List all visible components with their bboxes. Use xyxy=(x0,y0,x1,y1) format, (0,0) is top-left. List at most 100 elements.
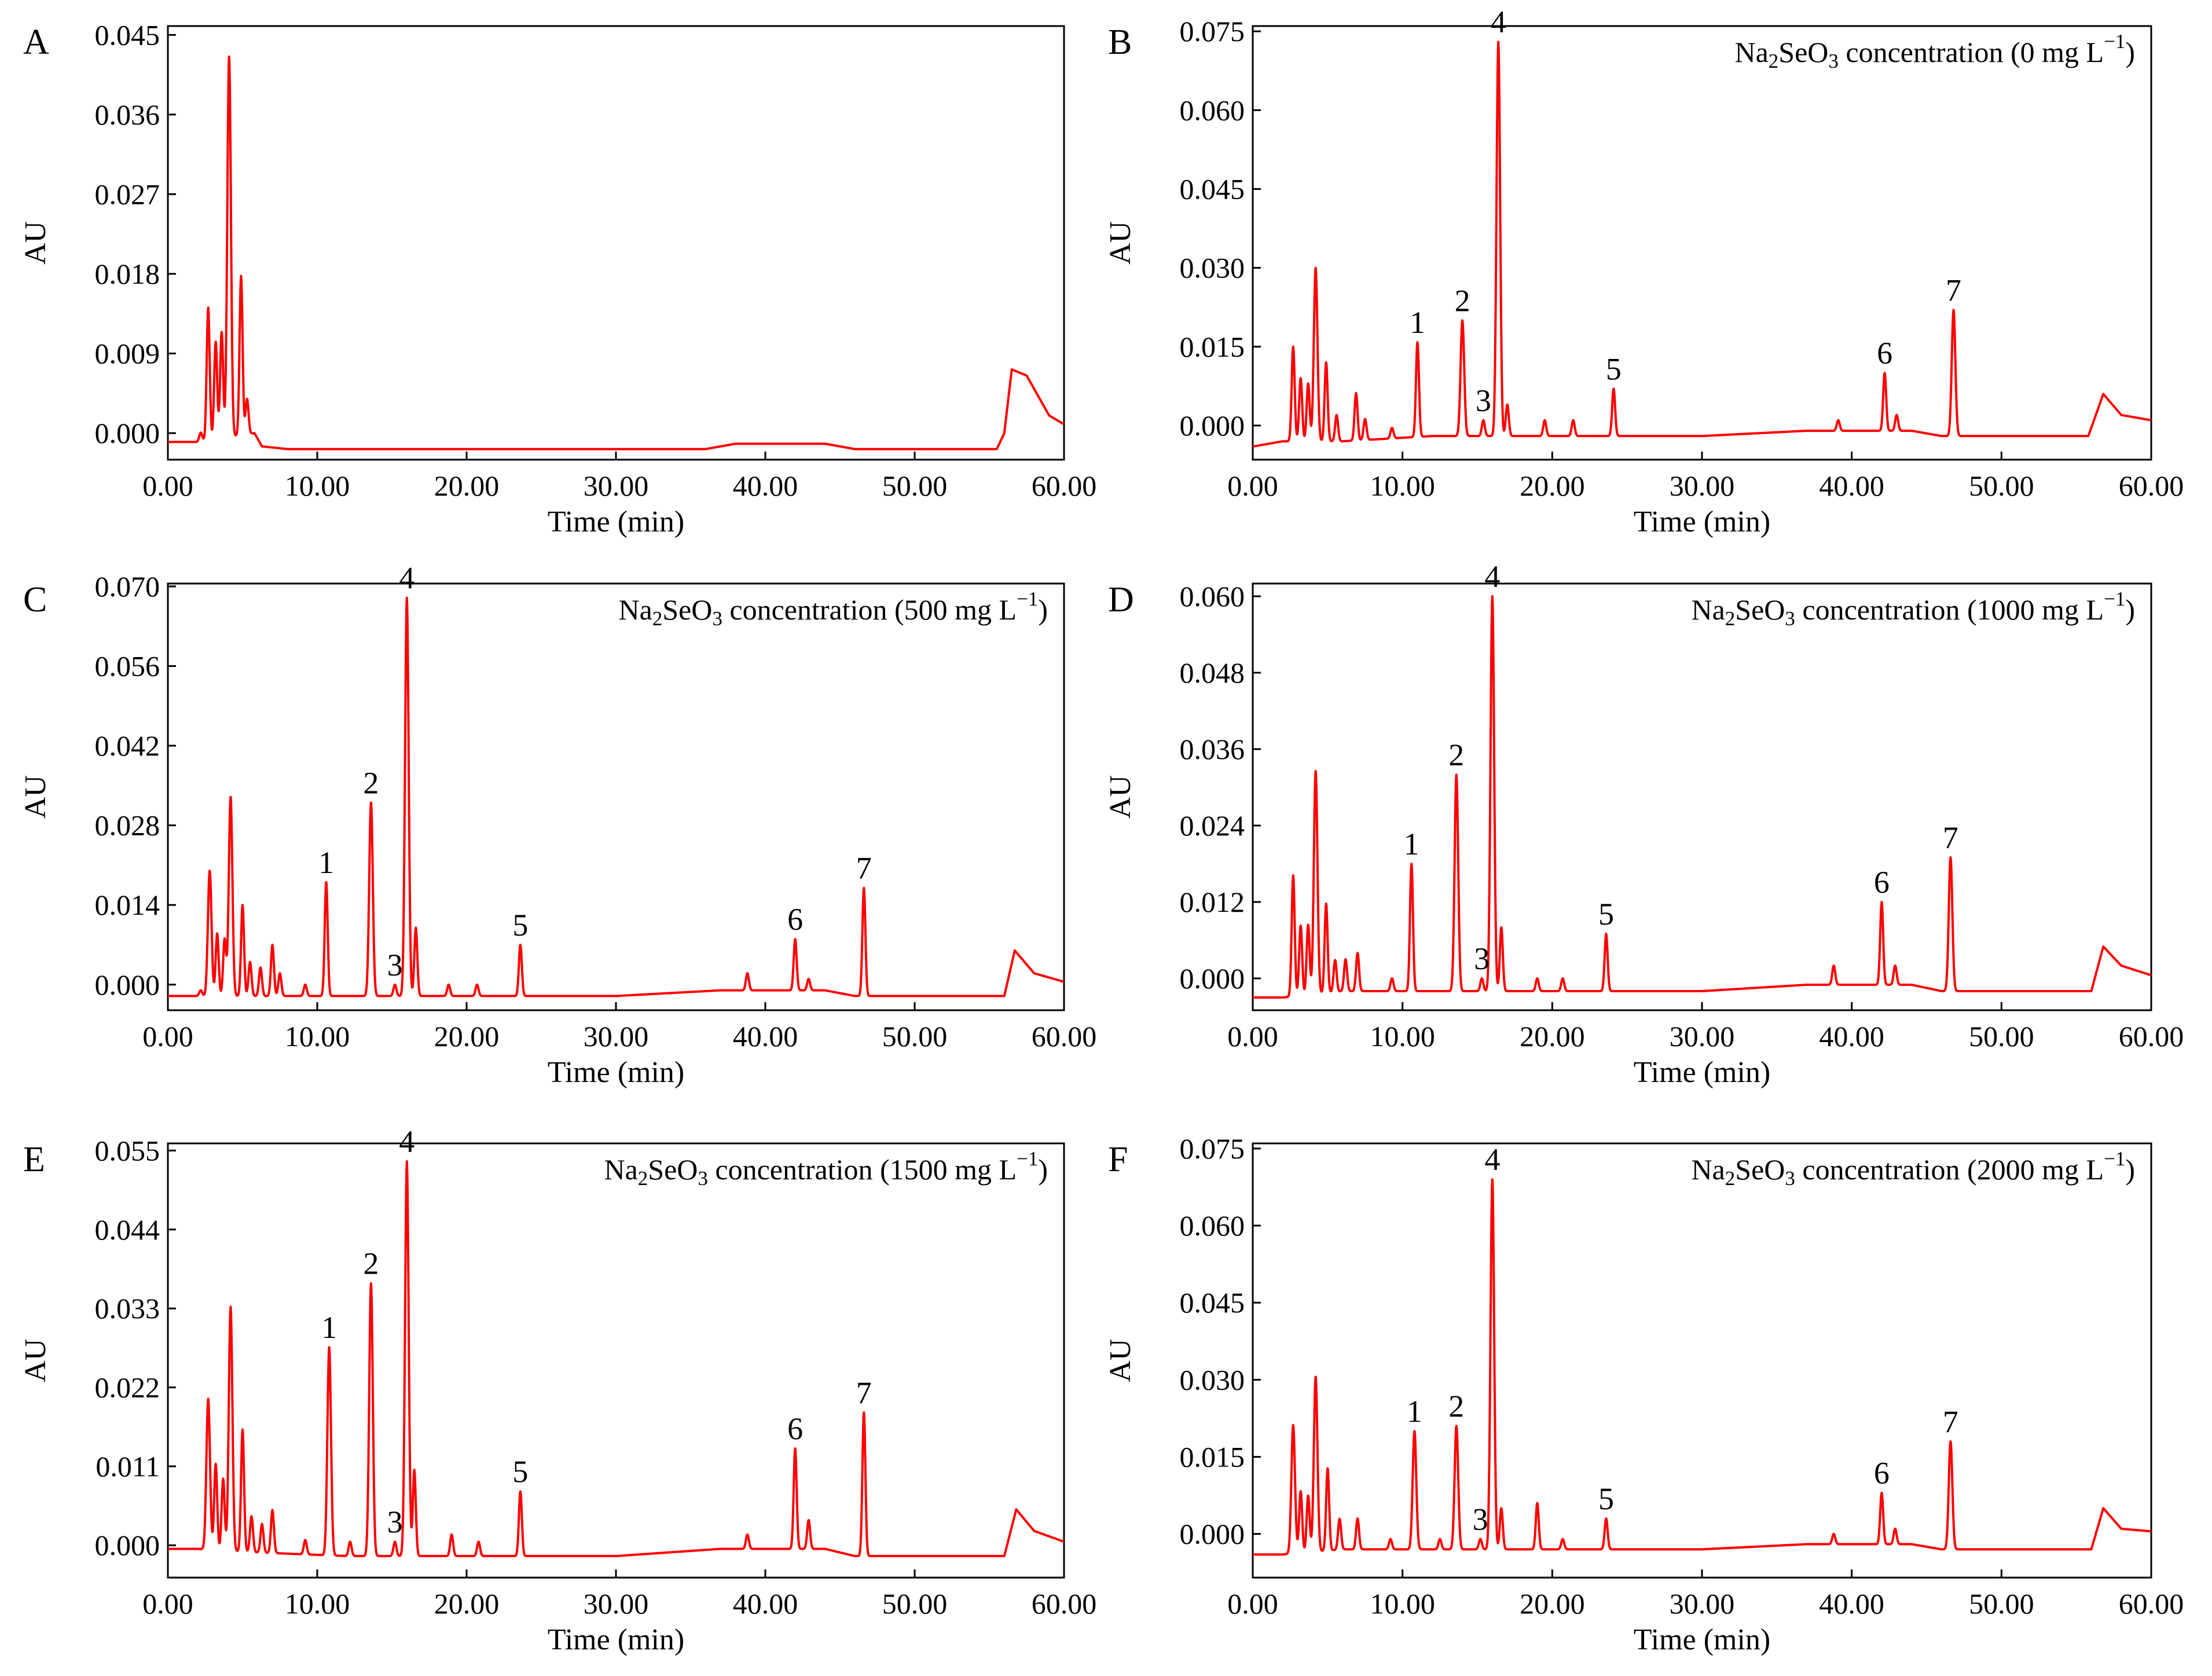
concentration-annotation: Na2SeO3 concentration (1000 mg L−1) xyxy=(1691,588,2135,630)
x-axis-label: Time (min) xyxy=(1634,1623,1770,1656)
chromatogram-trace-d xyxy=(1252,595,2152,999)
peak-label-3: 3 xyxy=(387,948,403,982)
x-tick-label: 50.00 xyxy=(1969,1587,2034,1620)
x-tick-label: 10.00 xyxy=(1370,1587,1435,1620)
x-tick-label: 30.00 xyxy=(1670,1587,1735,1620)
y-tick-label: 0.075 xyxy=(1180,1132,1245,1165)
x-tick-label: 20.00 xyxy=(1520,1020,1585,1052)
peak-label-2: 2 xyxy=(1448,1389,1464,1424)
peak-label-3: 3 xyxy=(1474,941,1490,976)
y-tick-label: 0.009 xyxy=(95,338,160,370)
peak-label-5: 5 xyxy=(512,1454,528,1489)
peak-label-3: 3 xyxy=(1473,1502,1488,1536)
panel-a: 0.00 10.00 20.00 30.00 40.00 50.00 60.00 0.000 0… xyxy=(19,19,1096,538)
peak-label-6: 6 xyxy=(787,902,803,937)
x-tick-label: 50.00 xyxy=(882,1587,948,1620)
peak-label-4: 4 xyxy=(1491,5,1506,39)
y-tick-label: 0.075 xyxy=(1180,15,1245,47)
x-axis-label: Time (min) xyxy=(1634,505,1770,538)
chromatogram-trace-c xyxy=(167,596,1065,997)
y-tick-label: 0.056 xyxy=(95,650,160,682)
peak-label-7: 7 xyxy=(1943,1404,1958,1439)
y-tick-label: 0.033 xyxy=(95,1292,160,1325)
y-tick-label: 0.027 xyxy=(95,178,160,210)
x-tick-label: 10.00 xyxy=(1370,1020,1435,1052)
x-tick-label: 0.00 xyxy=(142,1020,193,1052)
peak-label-7: 7 xyxy=(856,851,872,886)
peak-label-5: 5 xyxy=(1598,897,1614,931)
panel-b: 0.00 10.00 20.00 30.00 40.00 50.00 60.00 0.000 0… xyxy=(1104,5,2184,538)
x-tick-label: 0.00 xyxy=(1227,1587,1278,1620)
x-tick-label: 30.00 xyxy=(584,470,649,502)
panel-e: 0.00 10.00 20.00 30.00 40.00 50.00 60.00 0.000 0… xyxy=(19,1124,1096,1656)
panel-label-c: C xyxy=(23,580,47,619)
chromatogram-trace-a xyxy=(167,55,1065,450)
x-tick-label: 0.00 xyxy=(142,470,193,502)
x-tick-label: 50.00 xyxy=(882,1020,948,1052)
peak-label-5: 5 xyxy=(1598,1481,1614,1516)
peak-label-4: 4 xyxy=(1484,559,1500,594)
peak-label-5: 5 xyxy=(512,908,528,942)
y-tick-label: 0.036 xyxy=(95,98,160,131)
plot-frame-c xyxy=(167,582,1065,1011)
y-axis-label: AU xyxy=(19,1338,52,1382)
y-tick-label: 0.014 xyxy=(95,889,160,921)
x-tick-label: 0.00 xyxy=(142,1587,193,1620)
x-tick-label: 60.00 xyxy=(2119,1587,2184,1620)
x-tick-label: 30.00 xyxy=(1670,470,1735,502)
y-tick-label: 0.022 xyxy=(95,1371,160,1403)
panel-c: 0.00 10.00 20.00 30.00 40.00 50.00 60.00 0.000 0… xyxy=(19,561,1096,1089)
x-tick-label: 10.00 xyxy=(285,1587,350,1620)
x-tick-label: 20.00 xyxy=(1520,470,1585,502)
x-tick-label: 40.00 xyxy=(733,1587,798,1620)
y-tick-label: 0.018 xyxy=(95,258,160,290)
x-tick-label: 60.00 xyxy=(1032,470,1097,502)
y-tick-label: 0.000 xyxy=(1180,409,1245,442)
x-tick-label: 10.00 xyxy=(285,1020,350,1052)
x-tick-label: 50.00 xyxy=(1969,470,2034,502)
peak-label-7: 7 xyxy=(856,1376,872,1410)
y-tick-label: 0.048 xyxy=(1180,657,1245,689)
panel-label-d: D xyxy=(1108,580,1134,619)
y-tick-label: 0.000 xyxy=(95,417,160,449)
concentration-annotation: Na2SeO3 concentration (1500 mg L−1) xyxy=(604,1147,1048,1190)
plot-frame-e xyxy=(167,1142,1065,1579)
panel-f: 0.00 10.00 20.00 30.00 40.00 50.00 60.00 0.000 0… xyxy=(1104,1132,2184,1656)
x-tick-label: 60.00 xyxy=(2119,1020,2184,1052)
x-tick-label: 20.00 xyxy=(434,1587,500,1620)
y-tick-label: 0.030 xyxy=(1180,252,1245,284)
peak-label-1: 1 xyxy=(1404,827,1419,861)
x-tick-label: 20.00 xyxy=(434,1020,500,1052)
x-tick-label: 0.00 xyxy=(1227,470,1278,502)
x-tick-label: 40.00 xyxy=(733,470,798,502)
panel-label-f: F xyxy=(1108,1140,1128,1179)
x-tick-label: 0.00 xyxy=(1227,1020,1278,1052)
y-tick-label: 0.024 xyxy=(1180,809,1245,842)
peak-label-6: 6 xyxy=(1874,1456,1890,1491)
y-tick-label: 0.000 xyxy=(1180,962,1245,995)
y-tick-label: 0.015 xyxy=(1180,1440,1245,1473)
x-tick-label: 20.00 xyxy=(1520,1587,1585,1620)
y-tick-label: 0.030 xyxy=(1180,1363,1245,1396)
y-tick-label: 0.045 xyxy=(1180,1286,1245,1319)
panel-d: 0.00 10.00 20.00 30.00 40.00 50.00 60.00 0.000 0… xyxy=(1104,559,2184,1089)
y-axis-label: AU xyxy=(1104,1338,1137,1382)
y-tick-label: 0.060 xyxy=(1180,580,1245,613)
peak-label-5: 5 xyxy=(1606,351,1622,386)
peak-label-3: 3 xyxy=(387,1505,403,1539)
x-tick-label: 30.00 xyxy=(584,1587,649,1620)
y-axis-label: AU xyxy=(19,221,52,265)
y-tick-label: 0.060 xyxy=(1180,94,1245,126)
concentration-annotation: Na2SeO3 concentration (2000 mg L−1) xyxy=(1691,1147,2135,1190)
peak-label-2: 2 xyxy=(363,765,379,800)
peak-label-2: 2 xyxy=(1455,283,1470,318)
chromatogram-trace-f xyxy=(1252,1178,2152,1556)
plot-frame-a xyxy=(167,25,1065,461)
panel-label-e: E xyxy=(23,1140,45,1179)
x-tick-label: 40.00 xyxy=(1819,1020,1884,1052)
peak-label-6: 6 xyxy=(1874,865,1890,900)
chromatogram-trace-b xyxy=(1252,41,2152,448)
plot-frame-f xyxy=(1252,1142,2152,1579)
y-tick-label: 0.070 xyxy=(95,570,160,603)
peak-label-1: 1 xyxy=(321,1310,337,1345)
